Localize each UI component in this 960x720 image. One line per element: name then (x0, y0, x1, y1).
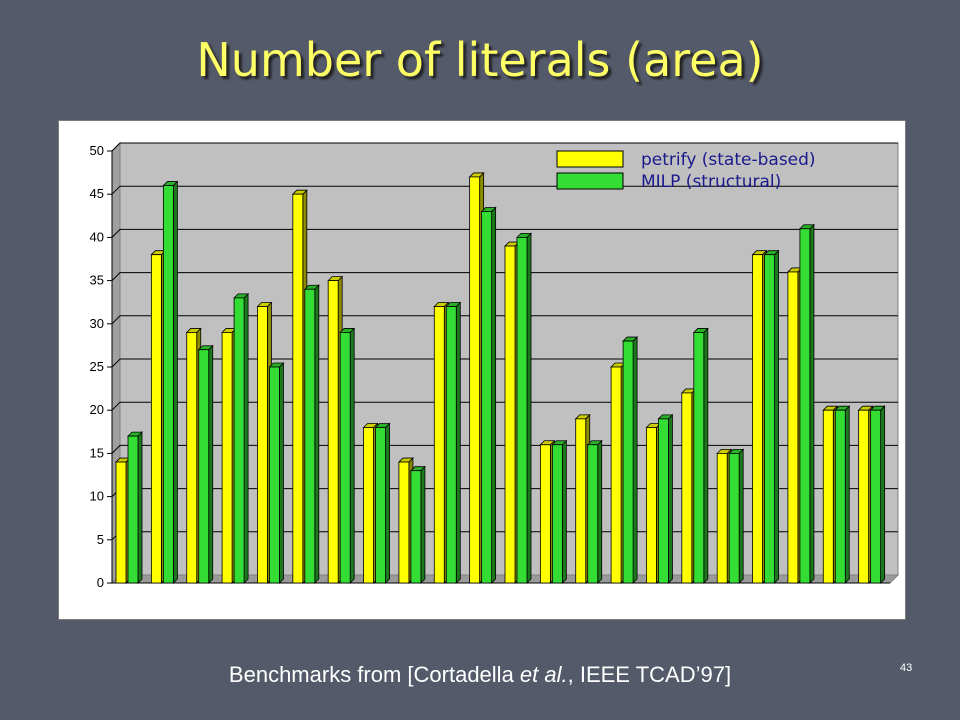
bar (752, 254, 763, 584)
bar-side (279, 362, 284, 584)
chart: 0 5 10 15 20 25 30 35 40 45 50 petrify (state-based… (58, 120, 906, 620)
bar-side (349, 327, 355, 584)
bar (198, 349, 210, 584)
bar-side (668, 413, 673, 584)
bar-side (809, 223, 815, 584)
bar (327, 280, 339, 584)
legend-swatch (556, 172, 624, 190)
bar (539, 444, 551, 584)
bar (551, 444, 563, 584)
y-tick-label: 15 (90, 445, 104, 460)
bar (870, 409, 882, 584)
bar (127, 435, 139, 584)
bar (658, 418, 669, 584)
bar-side (703, 327, 709, 584)
bar (221, 332, 233, 584)
bar-side (243, 292, 249, 584)
bar (693, 332, 705, 584)
gridline (111, 142, 898, 152)
bar (681, 392, 693, 584)
gridline (111, 185, 898, 195)
footer-prefix: Benchmarks from [Cortadella (228, 662, 520, 687)
bar (575, 418, 587, 584)
gridline (111, 315, 898, 325)
gridline (111, 358, 898, 368)
legend-swatch (556, 150, 624, 168)
y-tick-label: 5 (97, 532, 104, 547)
bar (410, 470, 422, 584)
bar (834, 409, 846, 584)
bar-side (561, 439, 567, 584)
bar-side (420, 465, 426, 584)
bar (257, 306, 268, 584)
y-tick-label: 20 (90, 402, 104, 417)
bar (363, 427, 374, 584)
gridline (111, 401, 898, 411)
bar (787, 271, 799, 584)
bar (716, 452, 728, 584)
bar-side (385, 422, 390, 584)
legend-label: MILP (structural) (641, 172, 781, 192)
legend-label: petrify (state-based) (641, 150, 816, 170)
bar (269, 366, 280, 584)
bar-side (597, 439, 603, 584)
gridline (111, 444, 898, 454)
bar (398, 461, 410, 584)
y-tick-label: 40 (90, 229, 104, 244)
bar-side (526, 232, 532, 584)
bar (822, 409, 834, 584)
bar (481, 211, 493, 584)
bar (445, 306, 457, 584)
bar-side (208, 344, 214, 584)
bar-side (491, 206, 497, 584)
page-number: 43 (900, 662, 913, 674)
y-tick-label: 35 (90, 273, 104, 288)
bar (646, 427, 657, 584)
bar (516, 237, 528, 584)
footer-suffix: , IEEE TCAD’97] (567, 662, 732, 687)
bar (186, 332, 198, 584)
bar (587, 444, 599, 584)
bar-chart-svg: 0 5 10 15 20 25 30 35 40 45 50 petrify (state-based… (90, 141, 900, 590)
bar (858, 409, 870, 584)
bar-side (172, 180, 178, 584)
y-tick-label: 50 (90, 143, 104, 158)
bar (469, 176, 481, 584)
bar (304, 288, 316, 584)
bar-side (455, 301, 461, 584)
y-tick-label: 25 (90, 359, 104, 374)
bar-side (137, 431, 143, 584)
gridline (111, 272, 898, 281)
bar (375, 427, 386, 584)
slide-title: Number of literals (area) (196, 33, 764, 87)
bar (622, 340, 634, 584)
y-tick-label: 0 (97, 575, 104, 590)
bar (292, 193, 304, 584)
bar (799, 228, 811, 584)
y-tick-label: 10 (90, 489, 104, 504)
bar-side (774, 249, 779, 584)
bar (504, 245, 516, 584)
bar (610, 366, 622, 584)
y-tick-label: 30 (90, 316, 104, 331)
footer-citation: Benchmarks from [Cortadella et al., IEEE… (0, 662, 960, 688)
bar (764, 254, 775, 584)
bar (339, 332, 351, 584)
bar (115, 461, 127, 584)
bar-side (314, 284, 320, 584)
bar (162, 185, 174, 584)
footer-italic: et al. (519, 662, 568, 687)
bar (150, 254, 162, 584)
gridline (111, 228, 898, 238)
bar-side (738, 448, 744, 584)
bar-side (632, 336, 638, 584)
bar (233, 297, 245, 584)
bar-side (844, 405, 850, 584)
bar (433, 306, 445, 584)
bar-side (880, 405, 886, 584)
bar (728, 452, 740, 584)
y-tick-label: 45 (90, 186, 104, 201)
